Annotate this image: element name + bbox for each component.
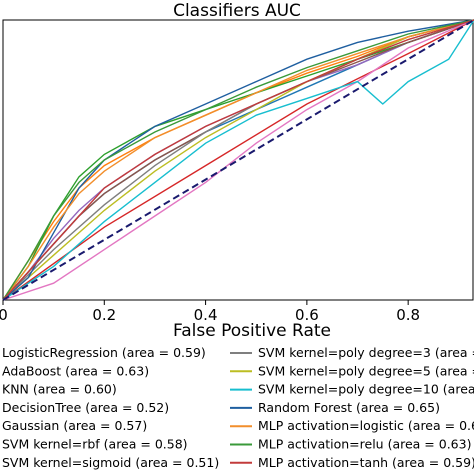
- roc-series-line: [2, 19, 474, 301]
- x-tick-label: 0.6: [295, 306, 319, 324]
- legend-label: SVM kernel=poly degree=10 (area = 0: [258, 382, 474, 397]
- legend-item: Gaussian (area = 0.57): [2, 418, 147, 433]
- legend-label: KNN (area = 0.60): [2, 382, 117, 397]
- roc-series-line: [2, 19, 474, 301]
- x-tick-label: 0.4: [194, 306, 218, 324]
- roc-series-line: [2, 19, 474, 301]
- x-axis-label: False Positive Rate: [173, 321, 331, 341]
- legend-label: SVM kernel=poly degree=3 (area = 0.5: [258, 345, 474, 360]
- legend-item: SVM kernel=poly degree=3 (area = 0.5: [230, 345, 474, 360]
- x-tick-label: 0.2: [92, 306, 116, 324]
- roc-series-line: [2, 19, 474, 301]
- legend-label: Gaussian (area = 0.57): [2, 418, 147, 433]
- roc-series-line: [2, 19, 474, 301]
- legend-item: SVM kernel=sigmoid (area = 0.51): [2, 455, 219, 470]
- chart-title: Classifiers AUC: [173, 1, 301, 21]
- legend-item: Random Forest (area = 0.65): [230, 400, 440, 415]
- legend-label: MLP activation=tanh (area = 0.59): [258, 455, 474, 470]
- legend-item: LogisticRegression (area = 0.59): [2, 345, 206, 360]
- legend-item: MLP activation=tanh (area = 0.59): [230, 455, 474, 470]
- x-tick-label: 0.8: [396, 306, 420, 324]
- roc-series-line: [2, 19, 474, 301]
- legend-item: MLP activation=logistic (area = 0.62: [230, 418, 474, 433]
- x-tick-label: 0: [0, 306, 8, 324]
- legend-item: SVM kernel=poly degree=5 (area = 0.: [230, 363, 474, 378]
- plot-area: [2, 19, 474, 301]
- legend-label: DecisionTree (area = 0.52): [2, 400, 169, 415]
- roc-series-line: [2, 19, 474, 301]
- legend-item: DecisionTree (area = 0.52): [2, 400, 169, 415]
- plot-frame: [2, 19, 474, 301]
- legend-item: KNN (area = 0.60): [2, 382, 117, 397]
- legend: LogisticRegression (area = 0.59) AdaBoost…: [2, 345, 474, 470]
- legend-item: AdaBoost (area = 0.63): [2, 363, 149, 378]
- legend-label: LogisticRegression (area = 0.59): [2, 345, 206, 360]
- legend-label: Random Forest (area = 0.65): [258, 400, 440, 415]
- diagonal-reference-line: [2, 19, 474, 301]
- roc-series-line: [2, 19, 474, 301]
- legend-item: MLP activation=relu (area = 0.63): [230, 437, 471, 452]
- legend-item: SVM kernel=poly degree=10 (area = 0: [230, 382, 474, 397]
- legend-label: SVM kernel=poly degree=5 (area = 0.: [258, 363, 474, 378]
- legend-label: AdaBoost (area = 0.63): [2, 363, 149, 378]
- legend-item: SVM kernel=rbf (area = 0.58): [2, 437, 188, 452]
- legend-label: SVM kernel=sigmoid (area = 0.51): [2, 455, 219, 470]
- legend-label: SVM kernel=rbf (area = 0.58): [2, 437, 188, 452]
- legend-label: MLP activation=logistic (area = 0.62: [258, 418, 474, 433]
- legend-label: MLP activation=relu (area = 0.63): [258, 437, 471, 452]
- x-axis-ticks: 0 0.2 0.4 0.6 0.8: [0, 300, 420, 324]
